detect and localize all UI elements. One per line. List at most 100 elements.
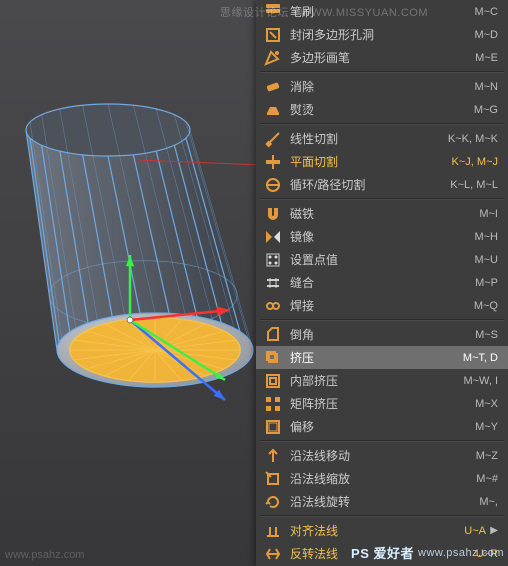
menu-item-shortcut: M~X <box>475 398 498 410</box>
erase-icon <box>264 78 282 96</box>
menu-item[interactable]: 沿法线旋转 M~, <box>256 490 508 513</box>
menu-item[interactable]: 内部挤压 M~W, I <box>256 369 508 392</box>
knife-icon <box>264 130 282 148</box>
menu-item-label: 内部挤压 <box>290 372 457 389</box>
extrude-icon <box>264 349 282 367</box>
menu-item-label: 缝合 <box>290 274 469 291</box>
menu-separator <box>260 319 504 321</box>
inner-ext-icon <box>264 372 282 390</box>
menu-item-shortcut: M~C <box>474 6 498 18</box>
menu-item[interactable]: 矩阵挤压 M~X <box>256 392 508 415</box>
menu-item-shortcut: M~T, D <box>463 352 498 364</box>
close-poly-icon <box>264 26 282 44</box>
matrix-ext-icon <box>264 395 282 413</box>
menu-item-label: 偏移 <box>290 418 469 435</box>
menu-item-shortcut: M~# <box>476 473 498 485</box>
n-move-icon <box>264 447 282 465</box>
menu-item-shortcut: M~, <box>479 496 498 508</box>
menu-item[interactable]: 笔刷 M~C <box>256 0 508 23</box>
menu-item[interactable]: 焊接 M~Q <box>256 294 508 317</box>
menu-item-label: 对齐法线 <box>290 522 458 539</box>
align-n-icon <box>264 522 282 540</box>
menu-item-shortcut: K~J, M~J <box>452 156 498 168</box>
menu-item-label: 沿法线旋转 <box>290 493 473 510</box>
menu-item[interactable]: 对齐法线 U~A ▶ <box>256 519 508 542</box>
menu-item[interactable]: 沿法线缩放 M~# <box>256 467 508 490</box>
menu-item-label: 沿法线缩放 <box>290 470 470 487</box>
menu-item-shortcut: M~N <box>474 81 498 93</box>
offset-icon <box>264 418 282 436</box>
menu-item-label: 多边形画笔 <box>290 49 469 66</box>
plane-cut-icon <box>264 153 282 171</box>
menu-separator <box>260 440 504 442</box>
menu-item[interactable]: 沿法线移动 M~Z <box>256 444 508 467</box>
n-rotate-icon <box>264 493 282 511</box>
menu-item-shortcut: M~U <box>474 254 498 266</box>
weld-icon <box>264 297 282 315</box>
menu-item-shortcut: M~I <box>479 208 498 220</box>
menu-item-label: 焊接 <box>290 297 468 314</box>
menu-item-shortcut: M~Z <box>476 450 498 462</box>
menu-separator <box>260 515 504 517</box>
menu-item-shortcut: M~D <box>474 29 498 41</box>
menu-item-label: 线性切割 <box>290 130 442 147</box>
menu-item[interactable]: 多边形画笔 M~E <box>256 46 508 69</box>
menu-item-label: 熨烫 <box>290 101 468 118</box>
context-menu: 笔刷 M~C 封闭多边形孔洞 M~D 多边形画笔 M~E 消除 M~N 熨烫 M~G 线性切割 K~K… <box>256 0 508 566</box>
menu-item-label: 平面切割 <box>290 153 446 170</box>
menu-item[interactable]: 设置点值 M~U <box>256 248 508 271</box>
menu-separator <box>260 198 504 200</box>
menu-separator <box>260 123 504 125</box>
menu-item-shortcut: M~P <box>475 277 498 289</box>
poly-pen-icon <box>264 49 282 67</box>
menu-item[interactable]: 反转法线 U~R <box>256 542 508 565</box>
submenu-arrow-icon: ▶ <box>490 525 498 536</box>
menu-item-label: 镜像 <box>290 228 468 245</box>
menu-item-shortcut: M~Y <box>475 421 498 433</box>
menu-separator <box>260 71 504 73</box>
menu-item-label: 挤压 <box>290 349 457 366</box>
menu-item[interactable]: 消除 M~N <box>256 75 508 98</box>
reverse-n-icon <box>264 545 282 563</box>
menu-item-label: 倒角 <box>290 326 469 343</box>
iron-icon <box>264 101 282 119</box>
menu-item-shortcut: M~E <box>475 52 498 64</box>
menu-item[interactable]: 缝合 M~P <box>256 271 508 294</box>
stitch-icon <box>264 274 282 292</box>
menu-item[interactable]: 倒角 M~S <box>256 323 508 346</box>
menu-item-label: 循环/路径切割 <box>290 176 444 193</box>
menu-item[interactable]: 磁铁 M~I <box>256 202 508 225</box>
menu-item-shortcut: K~L, M~L <box>450 179 498 191</box>
menu-item-label: 笔刷 <box>290 3 468 20</box>
menu-item-label: 消除 <box>290 78 468 95</box>
menu-item-shortcut: U~R <box>476 548 498 560</box>
menu-item-shortcut: M~S <box>475 329 498 341</box>
menu-item[interactable]: 偏移 M~Y <box>256 415 508 438</box>
menu-item-label: 设置点值 <box>290 251 468 268</box>
menu-item[interactable]: 镜像 M~H <box>256 225 508 248</box>
menu-item-label: 沿法线移动 <box>290 447 470 464</box>
n-scale-icon <box>264 470 282 488</box>
menu-item-shortcut: M~Q <box>474 300 498 312</box>
menu-item-label: 矩阵挤压 <box>290 395 469 412</box>
menu-item[interactable]: 线性切割 K~K, M~K <box>256 127 508 150</box>
menu-item-label: 反转法线 <box>290 545 470 562</box>
magnet-icon <box>264 205 282 223</box>
menu-item-shortcut: M~G <box>474 104 498 116</box>
mirror-icon <box>264 228 282 246</box>
loop-cut-icon <box>264 176 282 194</box>
menu-item[interactable]: 封闭多边形孔洞 M~D <box>256 23 508 46</box>
menu-item-shortcut: M~W, I <box>463 375 498 387</box>
set-pt-icon <box>264 251 282 269</box>
menu-item[interactable]: 挤压 M~T, D <box>256 346 508 369</box>
menu-item[interactable]: 循环/路径切割 K~L, M~L <box>256 173 508 196</box>
brush-icon <box>264 3 282 21</box>
menu-item-shortcut: K~K, M~K <box>448 133 498 145</box>
menu-item[interactable]: 熨烫 M~G <box>256 98 508 121</box>
bevel-icon <box>264 326 282 344</box>
menu-item-shortcut: U~A <box>464 525 486 537</box>
menu-item-shortcut: M~H <box>474 231 498 243</box>
menu-item-label: 磁铁 <box>290 205 473 222</box>
menu-item[interactable]: 平面切割 K~J, M~J <box>256 150 508 173</box>
menu-item-label: 封闭多边形孔洞 <box>290 26 468 43</box>
